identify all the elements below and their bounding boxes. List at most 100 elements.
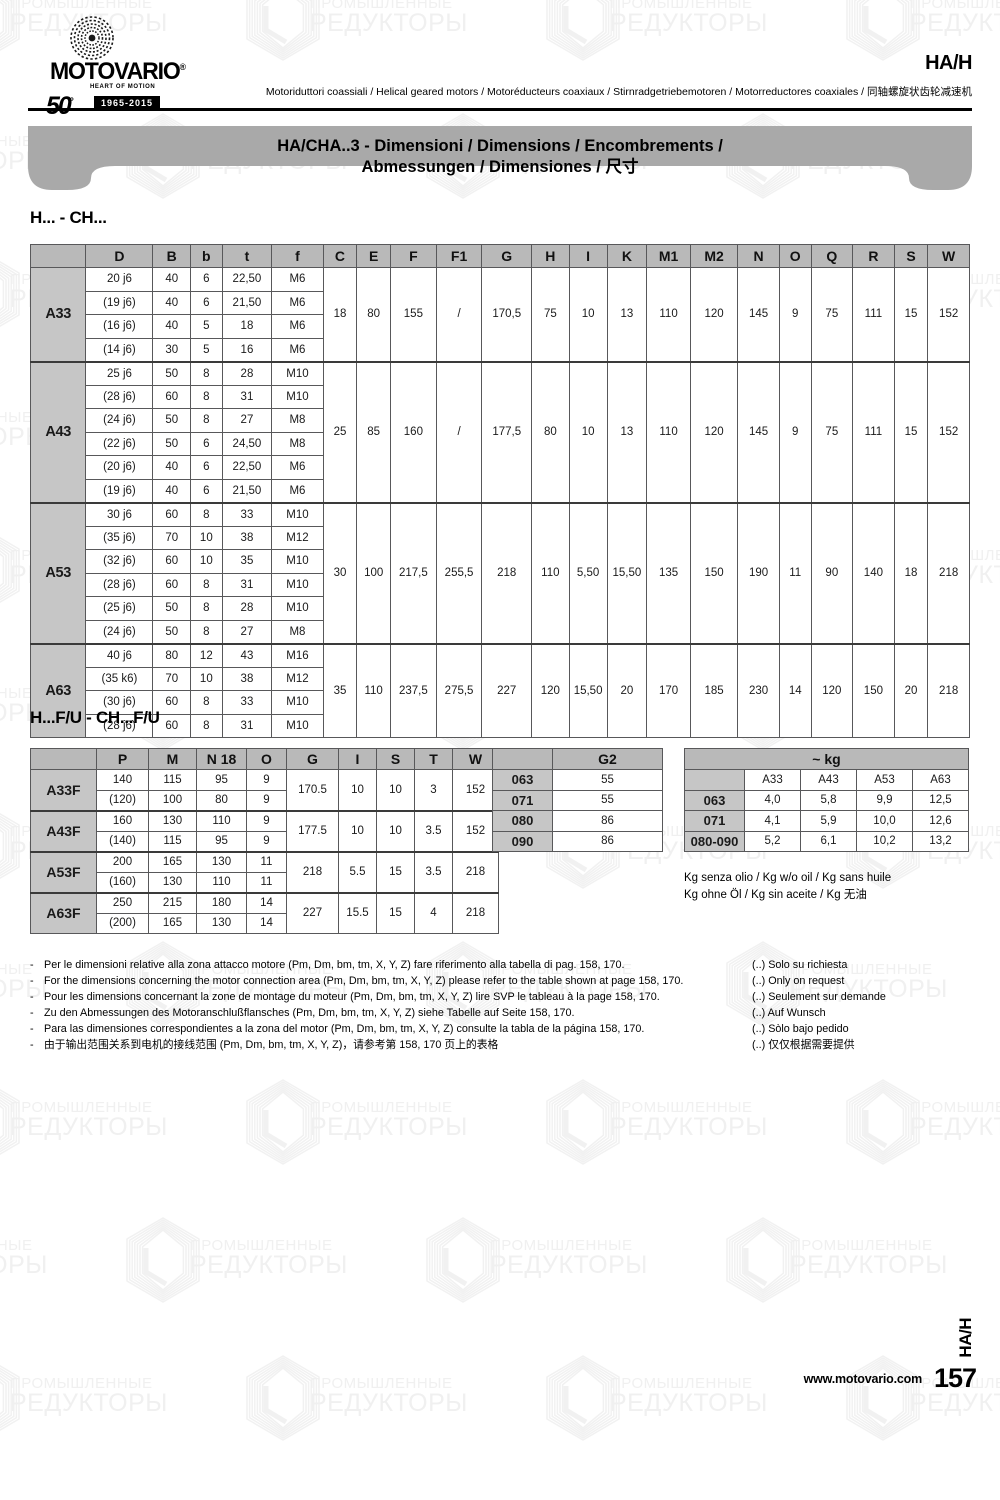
cell-W: 152 xyxy=(927,267,970,362)
cell-O: 11 xyxy=(246,871,287,893)
cell-t: 24,50 xyxy=(221,431,273,456)
brand-wordmark: MOTOVARIO® xyxy=(50,58,186,85)
cell-M: 165 xyxy=(148,912,197,934)
cell-b: 8 xyxy=(190,384,223,409)
cell-G2: 55 xyxy=(552,769,663,791)
table-row: 063 55 xyxy=(492,769,663,791)
page-subtitle: Motoriduttori coassiali / Helical geared… xyxy=(265,86,972,98)
cell-B: 60 xyxy=(152,501,191,527)
cell-f: M8 xyxy=(271,408,324,433)
cell-B: 50 xyxy=(152,408,191,433)
cell-P: 140 xyxy=(96,769,149,791)
cell-A33: 4,1 xyxy=(744,810,801,832)
cell-f: M10 xyxy=(271,384,324,409)
page-family-code: HA/H xyxy=(925,52,972,74)
cell-t: 28 xyxy=(221,596,273,621)
table-header-row: ~ kg xyxy=(684,748,969,770)
cell-A53: 10,2 xyxy=(856,830,913,852)
cell-D: (22 j6) xyxy=(85,431,154,456)
note-right-1: (..) Only on request xyxy=(752,974,845,987)
cell-b: 6 xyxy=(190,290,223,315)
column-header-O: O xyxy=(778,244,812,268)
cell-t: 22,50 xyxy=(221,455,273,480)
column-header-b: b xyxy=(190,244,223,268)
cell-G2: 86 xyxy=(552,830,663,852)
cell-N 18: 95 xyxy=(196,830,247,852)
cell-G: 227 xyxy=(286,891,339,934)
table-row: (19 j6) 40 6 21,50 M6 xyxy=(31,478,970,503)
cell-M1: 135 xyxy=(646,501,691,644)
cell-S: 18 xyxy=(893,501,929,644)
note-dash: - xyxy=(30,1038,34,1051)
cell-M: 165 xyxy=(148,850,197,873)
cell-S: 15 xyxy=(376,891,415,934)
cell-B: 40 xyxy=(152,455,191,480)
cell-D: (32 j6) xyxy=(85,549,154,574)
page-root: MOTOVARIO® HEART OF MOTION 50° 1965-2015… xyxy=(28,16,977,1393)
note-dash: - xyxy=(30,959,34,971)
cell-O: 11 xyxy=(246,850,287,873)
cell-A43: 5,9 xyxy=(800,810,857,832)
cell-O: 9 xyxy=(778,360,812,503)
cell-t: 16 xyxy=(221,337,273,362)
cell-F1: 255,5 xyxy=(435,501,483,644)
section2-title: H...F/U - CH...F/U xyxy=(30,708,160,727)
note-item: - For the dimensions concerning the motor… xyxy=(30,976,750,987)
cell-f: M6 xyxy=(271,478,324,503)
cell-I: 5.5 xyxy=(338,850,377,893)
cell-G: 227 xyxy=(481,642,533,738)
row-label-071: 071 xyxy=(684,810,745,832)
cell-D: (25 j6) xyxy=(85,596,154,621)
cell-H: 75 xyxy=(531,267,570,362)
cell-E: 110 xyxy=(356,642,392,738)
cell-t: 27 xyxy=(221,408,273,433)
row-label-063: 063 xyxy=(492,769,553,791)
cell-b: 8 xyxy=(190,572,223,597)
column-header-M2: M2 xyxy=(689,244,739,268)
cell-b: 8 xyxy=(190,408,223,433)
cell-B: 70 xyxy=(152,525,191,550)
table-header-row: G2 xyxy=(492,748,663,770)
column-header-Q: Q xyxy=(810,244,854,268)
cell-I: 10 xyxy=(568,267,608,362)
motovario-logo: MOTOVARIO® HEART OF MOTION 50° 1965-2015 xyxy=(28,16,198,120)
cell-E: 85 xyxy=(356,360,392,503)
cell-G: 177,5 xyxy=(481,360,533,503)
note-dash: - xyxy=(30,1006,34,1019)
column-header-H: H xyxy=(531,244,570,268)
cell-C: 18 xyxy=(322,267,358,362)
cell-I: 10 xyxy=(568,360,608,503)
cell-f: M6 xyxy=(271,455,324,480)
corner-header xyxy=(492,748,553,770)
cell-Q: 90 xyxy=(810,501,854,644)
group-label-A43F: A43F xyxy=(30,809,97,852)
cell-t: 27 xyxy=(221,619,273,644)
cell-t: 31 xyxy=(221,713,273,738)
column-header-A43: A43 xyxy=(800,769,857,791)
cell-A53: 10,0 xyxy=(856,810,913,832)
cell-N 18: 130 xyxy=(196,912,247,934)
cell-t: 21,50 xyxy=(221,478,273,503)
cell-N 18: 130 xyxy=(196,850,247,873)
cell-f: M10 xyxy=(271,690,324,715)
cell-S: 15 xyxy=(893,360,929,503)
cell-b: 5 xyxy=(190,314,223,339)
weight-note-line-1: Kg senza olio / Kg w/o oil / Kg sans hui… xyxy=(684,872,892,884)
cell-f: M8 xyxy=(271,431,324,456)
cell-S: 15 xyxy=(893,267,929,362)
table-row: A33 20 j6 40 6 22,50 M6 18 80 155/170,5 75 10 13 110… xyxy=(29,267,970,362)
cell-G: 177.5 xyxy=(286,809,339,852)
column-header-W: W xyxy=(452,748,499,770)
cell-M2: 150 xyxy=(689,501,739,644)
corner-header xyxy=(30,748,97,770)
note-text-0: Per le dimensioni relative alla zona att… xyxy=(44,959,625,971)
column-header-t: t xyxy=(221,244,273,268)
cell-B: 40 xyxy=(152,478,191,503)
column-header-F1: F1 xyxy=(435,244,483,268)
column-header-B: B xyxy=(152,244,191,268)
cell-O: 9 xyxy=(246,769,287,791)
cell-R: 111 xyxy=(852,360,895,503)
cell-M: 130 xyxy=(148,809,197,832)
cell-G2: 55 xyxy=(552,789,663,811)
